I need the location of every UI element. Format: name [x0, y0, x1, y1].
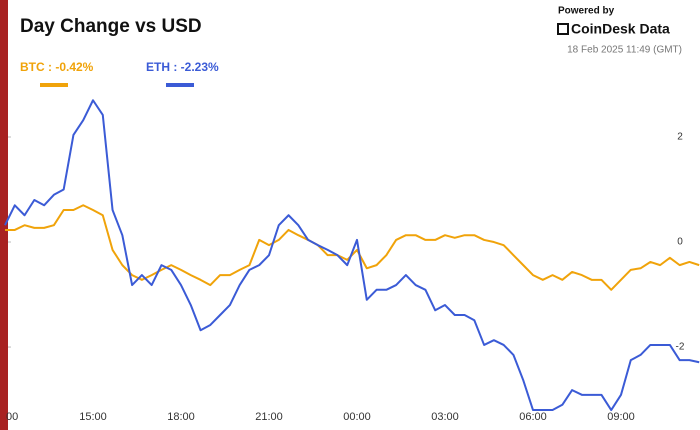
x-tick-label: 15:00	[79, 411, 107, 423]
series-line	[5, 204, 700, 291]
chart-title: Day Change vs USD	[20, 16, 202, 37]
x-tick-label: 06:00	[519, 411, 547, 423]
brand: CoinDesk Data	[571, 21, 670, 37]
timestamp: 18 Feb 2025 11:49 (GMT)	[567, 45, 682, 56]
x-tick-label: 03:00	[431, 411, 459, 423]
series-line	[4, 99, 700, 412]
x-tick-label: 18:00	[167, 411, 195, 423]
side-bar	[0, 0, 8, 430]
legend-label: ETH : -2.23%	[146, 60, 219, 74]
legend-label: BTC : -0.42%	[20, 60, 94, 74]
y-tick-label: 2	[677, 132, 683, 143]
y-tick-label: 0	[677, 237, 683, 248]
x-tick-label: 00	[6, 411, 18, 423]
y-tick-label: -2	[676, 342, 685, 353]
x-tick-label: 21:00	[255, 411, 283, 423]
brand-logo	[557, 23, 569, 35]
powered-by: Powered by	[558, 6, 615, 17]
x-tick-label: 00:00	[343, 411, 371, 423]
x-tick-label: 09:00	[607, 411, 635, 423]
